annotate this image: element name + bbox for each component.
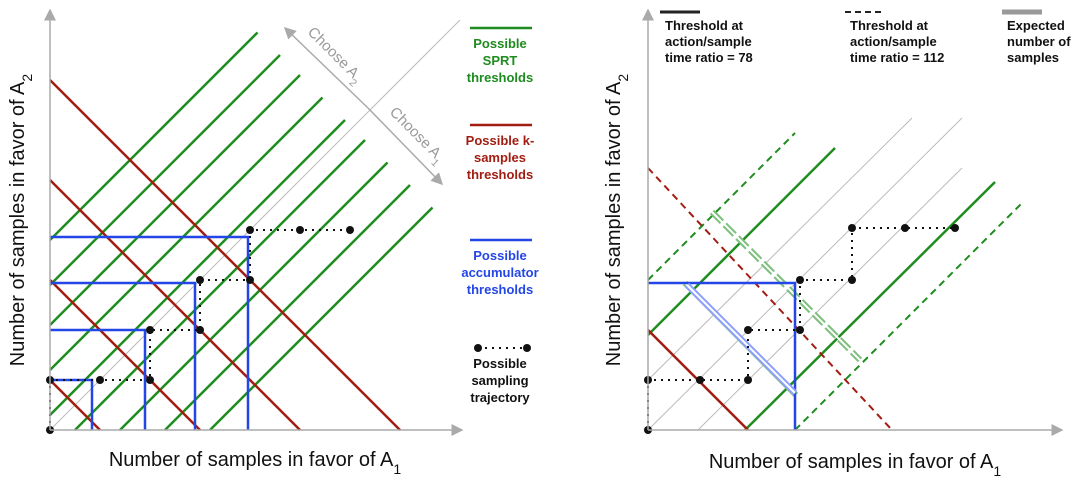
legend-label: Possible [473,356,526,371]
legend-label: Possible [473,36,526,51]
trajectory-dot [796,276,804,284]
legend-label: sampling [471,373,528,388]
accumulator-threshold [648,281,797,430]
x-axis-label-sub: 1 [993,463,1001,477]
x-axis-label-sub: 1 [393,461,401,477]
legend-dot [474,344,482,352]
trajectory-dot [146,376,154,384]
legend-label: number of [1007,34,1071,49]
legend-label: time ratio = 112 [850,50,944,65]
legend-label: Possible k- [466,133,535,148]
y-axis-label-sub: 2 [615,74,631,82]
legend-label: action/sample [850,34,937,49]
x-axis-label: Number of samples in favor of A1 [709,451,1002,477]
accumulator-threshold [50,328,147,430]
legend-label: time ratio = 78 [665,50,753,65]
trajectory-dot [848,224,856,232]
sprt-threshold [49,54,281,286]
trajectory-dot [196,276,204,284]
trajectory-dot [346,226,354,234]
trajectory-dot [848,276,856,284]
y-axis-label: Number of samples in favor of A2 [7,74,35,367]
trajectory-dot [146,326,154,334]
trajectory-dot [901,224,909,232]
legend-label: samples [1007,50,1059,65]
x-axis-label-main: Number of samples in favor of A [109,449,394,471]
legend-label: samples [474,150,526,165]
y-axis-label-main: Number of samples in favor of A [7,81,29,366]
choose-a2-label: Choose A2 [301,24,367,90]
choose-a1-label: Choose A1 [383,104,449,170]
diagonal [49,19,461,431]
sprt-threshold-dashed [647,132,796,281]
legend-dot [523,344,531,352]
legend-label: trajectory [470,390,530,405]
trajectory-dot [196,326,204,334]
sprt-threshold [49,119,346,416]
y-axis-label: Number of samples in favor of A2 [603,74,631,367]
legend-label: Threshold at [665,18,744,33]
k-samples-threshold [49,279,201,431]
legend-label: action/sample [665,34,752,49]
legend-label: SPRT [483,53,518,68]
choose-a1-label-main: Choose A [386,104,444,162]
k-samples-threshold [49,179,301,431]
sprt-threshold [119,161,389,431]
sprt-threshold [209,206,434,431]
trajectory-dot [246,276,254,284]
trajectory-dot [96,376,104,384]
accumulator-diagonal [686,284,796,394]
x-axis-label-main: Number of samples in favor of A [709,451,994,473]
accumulator-threshold [50,235,250,430]
legend-label: accumulator [461,265,538,280]
sprt-threshold [744,181,996,431]
trajectory-dot [744,376,752,384]
trajectory-dot [296,226,304,234]
trajectory-dot [696,376,704,384]
sprt-threshold [164,184,411,431]
x-axis-label: Number of samples in favor of A1 [109,449,402,477]
legend-label: thresholds [467,282,533,297]
choose-arrow [283,26,369,109]
legend-label: Threshold at [850,18,929,33]
trajectory-dot [744,326,752,334]
legend-label: Possible [473,248,526,263]
choose-arrow [367,107,444,186]
accumulator-threshold [50,281,197,430]
legend-label: thresholds [467,70,533,85]
trajectory-dot [246,226,254,234]
expected-samples-line [711,211,861,361]
diagonal [647,117,913,381]
diagonal [697,167,963,431]
legend-label: Expected [1007,18,1065,33]
trajectory-dot [951,224,959,232]
y-axis-label-main: Number of samples in favor of A [603,81,625,366]
sprt-threshold [74,139,366,431]
sprt-threshold [49,31,259,241]
diagonal [647,117,963,431]
choose-a2-label-main: Choose A [304,24,362,82]
k-samples-threshold [49,79,401,431]
legend-label: thresholds [467,167,533,182]
trajectory-dot [796,326,804,334]
sprt-threshold-dashed [794,202,1023,431]
y-axis-label-sub: 2 [19,74,35,82]
